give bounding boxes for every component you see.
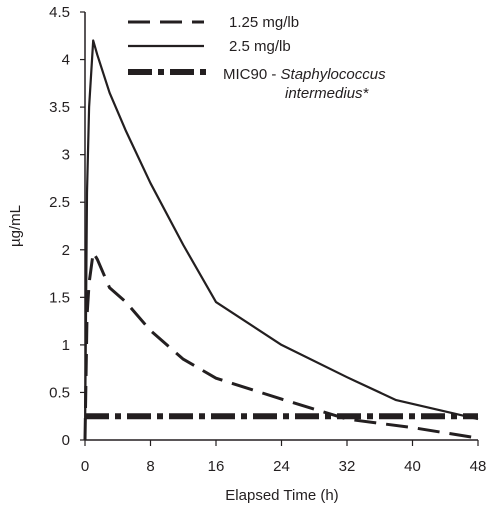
- x-tick-label-6: 48: [470, 458, 487, 475]
- y-axis-title: µg/mL: [7, 205, 24, 247]
- y-tick-label-4: 2: [62, 242, 70, 259]
- x-tick-label-1: 8: [146, 458, 154, 475]
- x-tick-label-3: 24: [273, 458, 290, 475]
- legend-label-mic90-organism: Staphylococcus: [281, 66, 387, 83]
- series-2-5-mg-line: [83, 39, 479, 441]
- legend-label-mic90-line2: intermedius*: [285, 85, 370, 102]
- y-tick-label-5: 2.5: [49, 194, 70, 211]
- y-tick-label-9: 4.5: [49, 4, 70, 21]
- legend: 1.25 mg/lb 2.5 mg/lb MIC90 - Staphylococ…: [128, 14, 386, 102]
- y-tick-label-1: 0.5: [49, 384, 70, 401]
- x-tick-label-4: 32: [339, 458, 356, 475]
- series-layer: [83, 39, 479, 441]
- y-tick-label-2: 1: [62, 337, 70, 354]
- x-tick-label-2: 16: [208, 458, 225, 475]
- y-tick-label-8: 4: [62, 52, 70, 69]
- y-ticks: 0 0.5 1 1.5 2 2.5 3 3.5 4 4.5: [49, 4, 85, 449]
- legend-label-mic90: MIC90 - Staphylococcus: [223, 66, 386, 83]
- series-1-25-mg-line: [83, 251, 479, 441]
- x-axis-title: Elapsed Time (h): [225, 487, 338, 504]
- x-ticks: 0 8 16 24 32 40 48: [81, 440, 487, 475]
- legend-label-mic90-prefix: MIC90 -: [223, 66, 281, 83]
- legend-label-1-25-mg: 1.25 mg/lb: [229, 14, 299, 31]
- y-tick-label-0: 0: [62, 432, 70, 449]
- y-tick-label-7: 3.5: [49, 99, 70, 116]
- legend-label-2-5-mg: 2.5 mg/lb: [229, 38, 291, 55]
- x-tick-label-5: 40: [404, 458, 421, 475]
- x-tick-label-0: 0: [81, 458, 89, 475]
- y-tick-label-3: 1.5: [49, 289, 70, 306]
- y-tick-label-6: 3: [62, 147, 70, 164]
